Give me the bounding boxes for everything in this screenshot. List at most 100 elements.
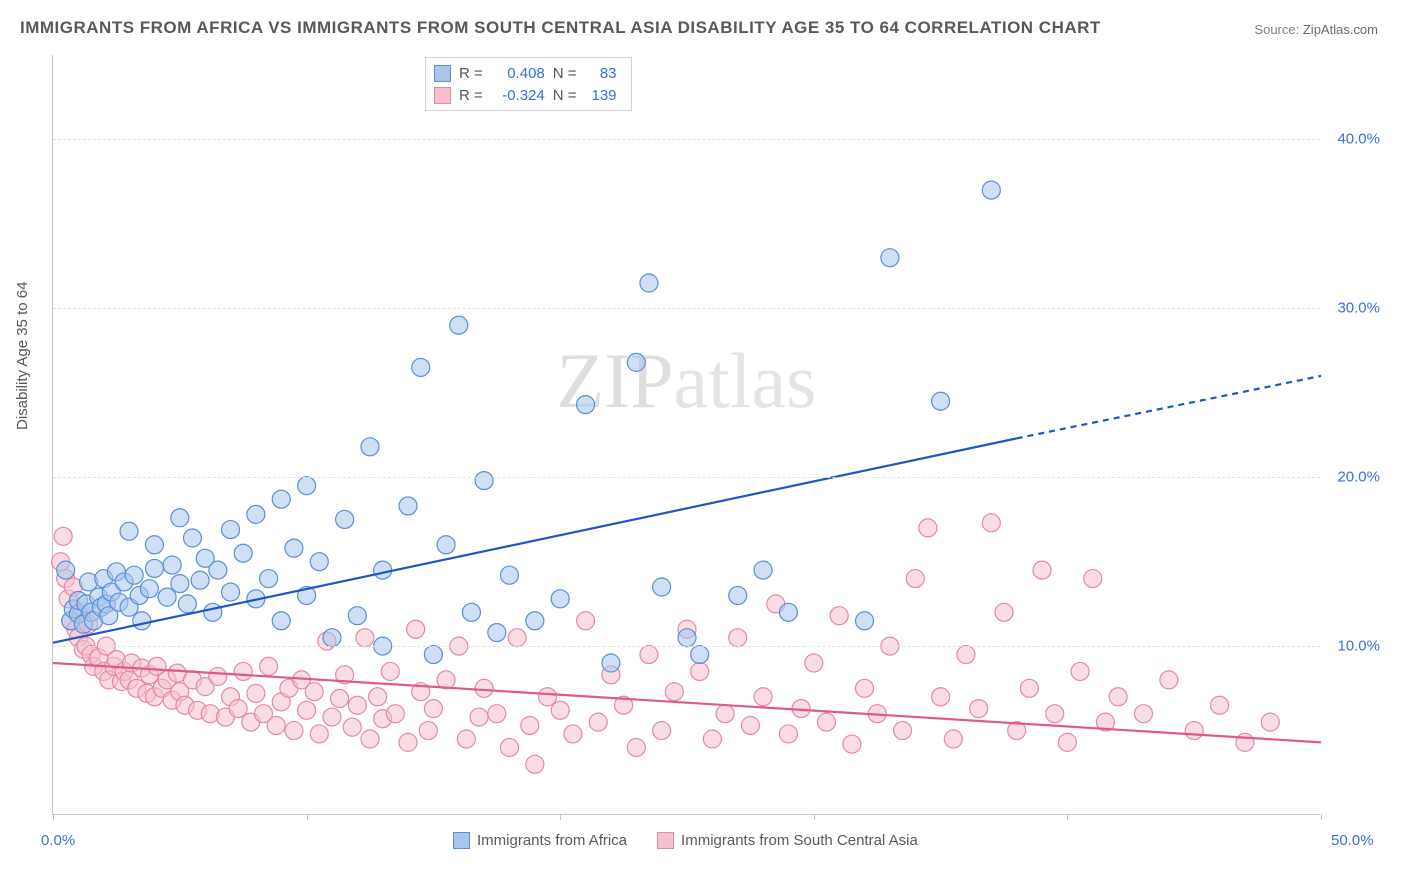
scatter-point [1109,688,1127,706]
scatter-point [374,561,392,579]
scatter-point [982,181,1000,199]
scatter-point [1033,561,1051,579]
scatter-point [1211,696,1229,714]
scatter-point [691,646,709,664]
legend-item-asia: Immigrants from South Central Asia [657,832,918,849]
scatter-point [881,249,899,267]
scatter-point [665,683,683,701]
scatter-point [817,713,835,731]
scatter-point [298,477,316,495]
scatter-point [267,716,285,734]
swatch-asia-bottom [657,832,674,849]
y-axis-label: Disability Age 35 to 64 [14,282,31,430]
scatter-point [247,505,265,523]
scatter-point [54,527,72,545]
scatter-point [305,683,323,701]
scatter-point [133,612,151,630]
scatter-point [741,716,759,734]
scatter-point [640,274,658,292]
scatter-point [323,629,341,647]
scatter-point [222,521,240,539]
r-value-africa: 0.408 [491,65,545,82]
scatter-point [779,603,797,621]
scatter-point [336,510,354,528]
scatter-point [716,705,734,723]
scatter-point [163,556,181,574]
scatter-point [356,629,374,647]
legend-row-asia: R = -0.324 N = 139 [434,84,617,106]
grid-line [53,308,1320,309]
r-label: R = [459,65,483,82]
scatter-point [285,722,303,740]
scatter-point [171,509,189,527]
scatter-point [191,571,209,589]
scatter-point [539,688,557,706]
scatter-point [970,700,988,718]
scatter-point [944,730,962,748]
correlation-legend: R = 0.408 N = 83 R = -0.324 N = 139 [425,57,632,111]
scatter-point [526,612,544,630]
x-tick [1321,814,1322,820]
chart-title: IMMIGRANTS FROM AFRICA VS IMMIGRANTS FRO… [20,18,1101,38]
scatter-point [577,612,595,630]
scatter-point [856,679,874,697]
scatter-point [457,730,475,748]
scatter-point [222,583,240,601]
r-label: R = [459,87,483,104]
scatter-point [932,392,950,410]
scatter-point [234,544,252,562]
scatter-point [120,522,138,540]
series-name-asia: Immigrants from South Central Asia [681,832,918,849]
plot-area: ZIPatlas R = 0.408 N = 83 R = -0.324 N =… [52,55,1320,815]
scatter-point [627,738,645,756]
source-caption: Source: ZipAtlas.com [1254,22,1378,37]
scatter-point [204,603,222,621]
scatter-point [331,689,349,707]
y-tick-label: 20.0% [1325,469,1380,486]
x-tick [307,814,308,820]
scatter-point [424,646,442,664]
scatter-point [470,708,488,726]
scatter-point [932,688,950,706]
scatter-point [640,646,658,664]
scatter-point [475,679,493,697]
scatter-point [475,472,493,490]
grid-line [53,646,1320,647]
scatter-point [57,561,75,579]
scatter-point [1084,570,1102,588]
scatter-svg [53,55,1320,814]
scatter-point [577,396,595,414]
scatter-point [729,629,747,647]
scatter-point [310,553,328,571]
scatter-point [1160,671,1178,689]
scatter-point [589,713,607,731]
r-value-asia: -0.324 [491,87,545,104]
legend-item-africa: Immigrants from Africa [453,832,627,849]
n-label: N = [553,65,577,82]
y-tick-label: 40.0% [1325,131,1380,148]
scatter-point [754,688,772,706]
scatter-point [348,607,366,625]
scatter-point [521,716,539,734]
scatter-point [551,590,569,608]
scatter-point [272,612,290,630]
scatter-point [1058,733,1076,751]
scatter-point [386,705,404,723]
scatter-point [260,570,278,588]
scatter-point [894,722,912,740]
scatter-point [260,657,278,675]
legend-row-africa: R = 0.408 N = 83 [434,62,617,84]
x-tick [814,814,815,820]
scatter-point [805,654,823,672]
scatter-point [906,570,924,588]
scatter-point [779,725,797,743]
scatter-point [145,559,163,577]
scatter-point [1071,662,1089,680]
scatter-point [298,701,316,719]
scatter-point [653,578,671,596]
scatter-point [1020,679,1038,697]
scatter-point [183,529,201,547]
scatter-point [526,755,544,773]
scatter-point [399,497,417,515]
scatter-point [381,662,399,680]
